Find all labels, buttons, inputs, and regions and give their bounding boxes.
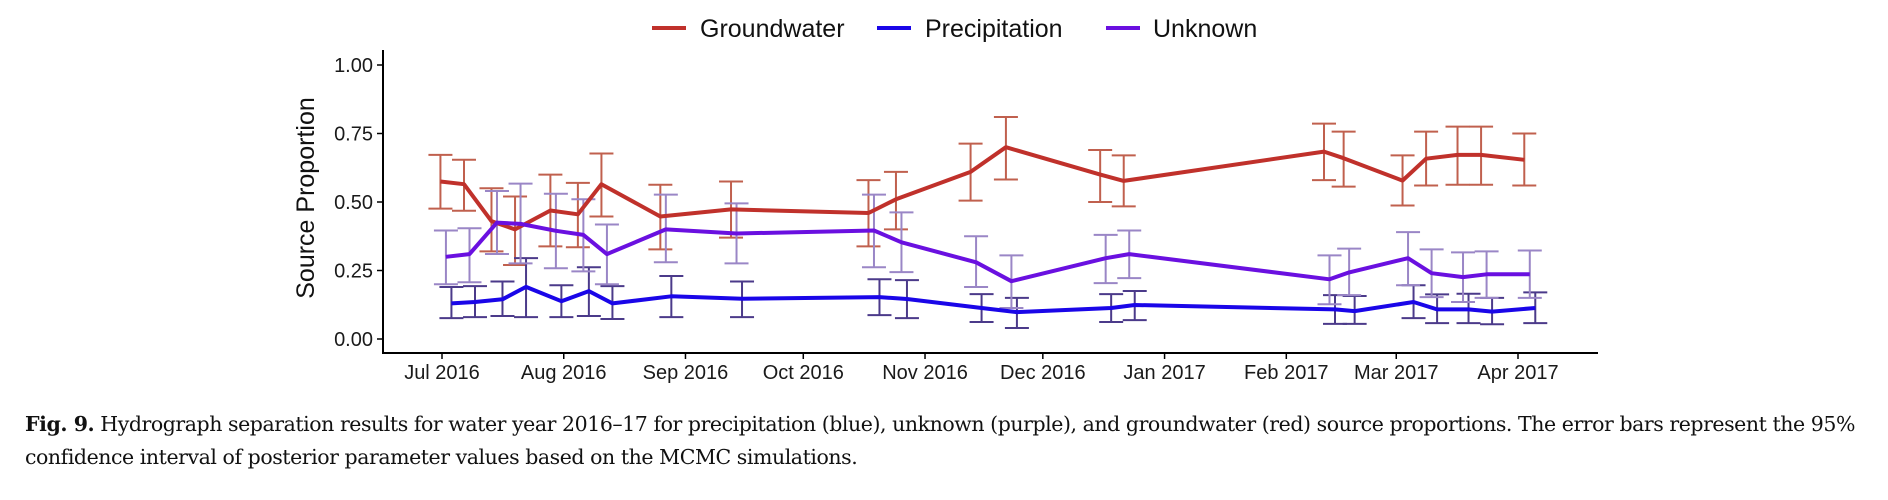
y-tick-label: 0.75 [334, 124, 373, 146]
x-axis: Jul 2016 Aug 2016 Sep 2016 Oct 2016 Nov 2016… [382, 352, 1598, 384]
legend-label-groundwater: Groundwater [700, 15, 845, 43]
y-tick-label: 0.25 [334, 261, 373, 283]
x-tick-label: Oct 2016 [763, 362, 844, 384]
y-tick-label: 1.00 [334, 55, 373, 77]
x-tick-label: Aug 2016 [521, 362, 607, 384]
x-tick-label: Jan 2017 [1123, 362, 1205, 384]
y-axis: 0.00 0.25 0.50 0.75 1.00 [334, 50, 384, 354]
x-tick-label: Jul 2016 [404, 362, 480, 384]
x-tick-label: Mar 2017 [1354, 362, 1439, 384]
legend-item-groundwater: Groundwater [652, 15, 845, 43]
x-tick-label: Sep 2016 [643, 362, 729, 384]
hydrograph-chart: Groundwater Precipitation Unknown Source P… [292, 15, 1598, 384]
figure-caption: Fig. 9. Hydrograph separation results fo… [25, 408, 1875, 474]
x-tick-label: Dec 2016 [1000, 362, 1086, 384]
y-tick-label: 0.50 [334, 192, 373, 214]
precipitation-line [451, 284, 1536, 315]
legend-label-unknown: Unknown [1153, 15, 1257, 43]
series-lines [440, 145, 1536, 315]
legend-label-precipitation: Precipitation [925, 15, 1063, 43]
legend-item-precipitation: Precipitation [877, 15, 1063, 43]
x-tick-label: Nov 2016 [882, 362, 968, 384]
legend: Groundwater Precipitation Unknown [652, 15, 1257, 43]
legend-item-unknown: Unknown [1106, 15, 1257, 43]
caption-text: Hydrograph separation results for water … [25, 412, 1855, 469]
x-tick-label: Apr 2017 [1477, 362, 1558, 384]
unknown-error-bars [433, 182, 1542, 310]
caption-label: Fig. 9. [25, 412, 95, 436]
x-tick-label: Feb 2017 [1244, 362, 1329, 384]
y-axis-title: Source Proportion [292, 97, 320, 299]
unknown-line [445, 220, 1530, 284]
groundwater-line [440, 145, 1525, 232]
y-tick-label: 0.00 [334, 329, 373, 351]
precipitation-error-bars [439, 257, 1548, 330]
